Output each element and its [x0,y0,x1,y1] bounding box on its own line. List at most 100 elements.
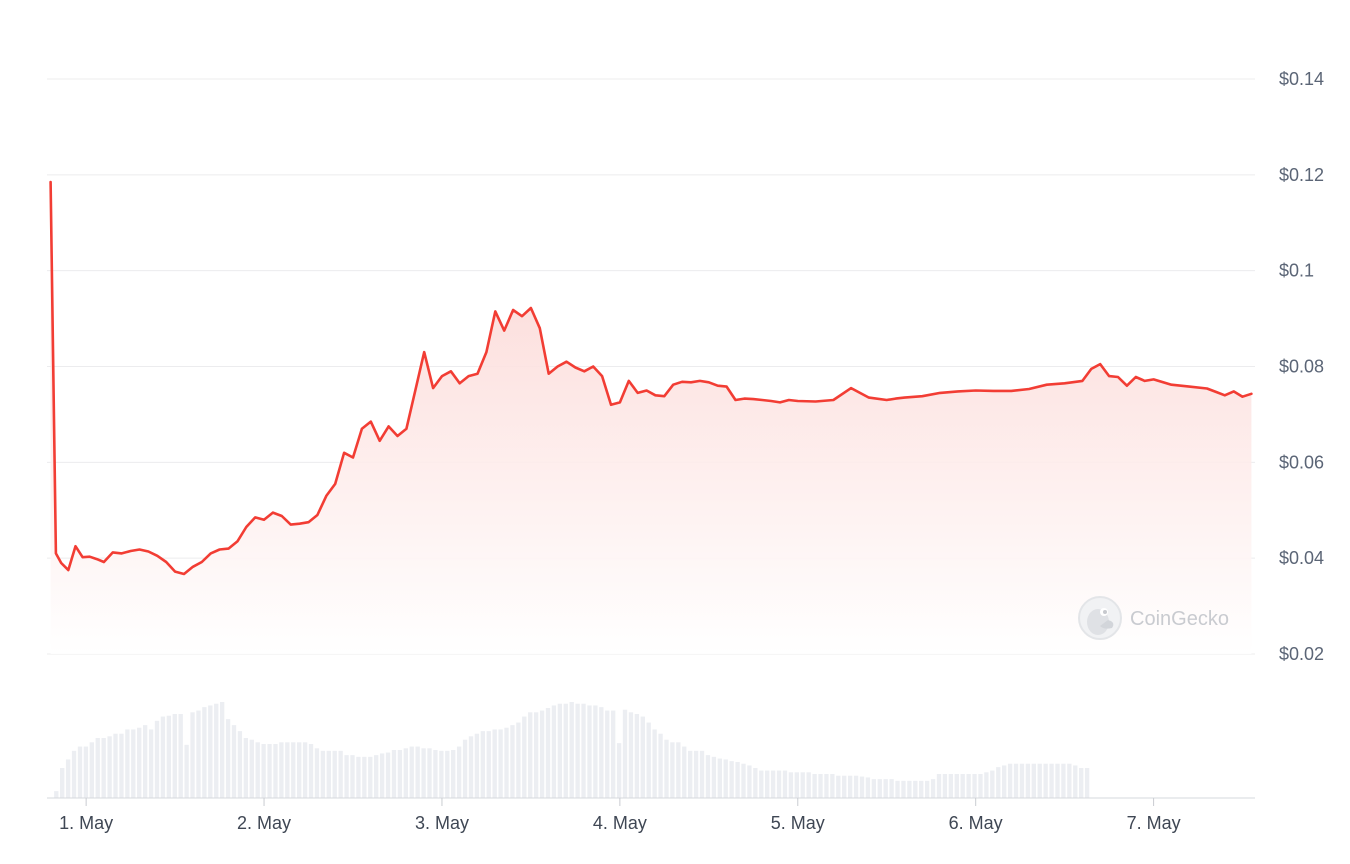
volume-bar [919,780,924,798]
volume-bar [1073,765,1078,798]
volume-bar [776,770,782,798]
volume-bar [137,727,142,798]
volume-bar [533,712,539,798]
x-tick-label: 5. May [771,813,825,833]
volume-bar [368,756,373,798]
volume-bar [646,722,651,798]
volume-bar [113,733,118,798]
volume-bar [456,746,462,798]
volume-bar [1055,763,1060,798]
volume-bar [516,722,521,798]
volume-bar [830,774,835,798]
volume-bar [107,736,112,798]
volume-bar [166,715,172,798]
volume-bar [356,756,361,798]
volume-bar [350,755,355,798]
volume-bar [711,756,717,798]
volume-bar [575,703,580,798]
volume-bar [551,705,557,798]
volume-bar [664,739,669,798]
volume-bar [640,716,645,798]
volume-bar [628,712,634,798]
volume-bar [670,742,675,798]
volume-bar [528,712,533,798]
volume-bar [658,733,663,798]
volume-bar [279,742,284,798]
volume-bar [853,775,859,798]
volume-bar [634,714,640,798]
volume-bar [148,729,154,798]
volume-bar [154,720,160,798]
volume-bar [1025,763,1031,798]
volume-bar [498,729,503,798]
volume-bar [723,759,728,798]
volume-bar [243,738,249,798]
volume-bar [83,746,89,798]
volume-bar [545,708,551,798]
volume-bar [362,756,367,798]
volume-bar [415,746,420,798]
volume-bar [966,774,971,798]
x-tick-label: 6. May [949,813,1003,833]
volume-bar [1002,765,1007,798]
volume-bar [599,707,604,798]
volume-bar [409,746,414,798]
volume-bar [824,774,829,798]
volume-bar [522,716,527,798]
volume-bar [504,727,509,798]
volume-bar [883,779,888,798]
volume-bar [54,791,59,798]
volume-bar [160,716,166,798]
volume-bar [996,767,1001,798]
volume-bar [1067,763,1072,798]
volume-bar [682,746,687,798]
volume-bar [225,719,231,798]
volume-bar [468,736,474,798]
volume-bar [219,702,225,798]
volume-bar [581,703,586,798]
volume-bar [451,750,456,798]
y-tick-label: $0.06 [1279,452,1324,472]
volume-bar [178,714,183,798]
volume-bar [788,772,794,798]
volume-bar [895,780,900,798]
volume-bar [836,775,841,798]
volume-bar [978,774,983,798]
volume-bar [611,710,616,798]
x-tick-label: 1. May [59,813,113,833]
volume-bar [622,709,628,798]
price-line [49,180,1253,576]
volume-bar [492,729,497,798]
volume-bar [95,738,100,798]
volume-bar [1007,763,1013,798]
volume-bar [871,779,877,798]
volume-bar [782,770,788,798]
volume-bar [125,729,130,798]
volume-bar [314,748,320,798]
volume-bar [717,758,722,798]
volume-bar [237,731,243,798]
volume-bars [54,702,1090,798]
volume-bar [901,780,906,798]
volume-bar [427,748,432,798]
volume-bar [800,772,805,798]
volume-bar [77,746,83,798]
volume-bar [65,759,71,798]
y-tick-label: $0.1 [1279,261,1314,281]
volume-bar [753,768,758,798]
volume-bar [302,742,308,798]
volume-bar [907,780,912,798]
volume-bar [1061,763,1066,798]
volume-bar [190,712,195,798]
volume-bar [765,770,770,798]
volume-bar [462,739,468,798]
volume-bar [184,744,189,798]
volume-bar [231,725,237,798]
volume-bar [688,750,693,798]
volume-bar [308,744,314,798]
volume-bar [984,772,989,798]
price-area-fill [50,182,1252,654]
y-tick-label: $0.04 [1279,548,1324,568]
x-tick-label: 7. May [1127,813,1181,833]
volume-bar [249,739,254,798]
